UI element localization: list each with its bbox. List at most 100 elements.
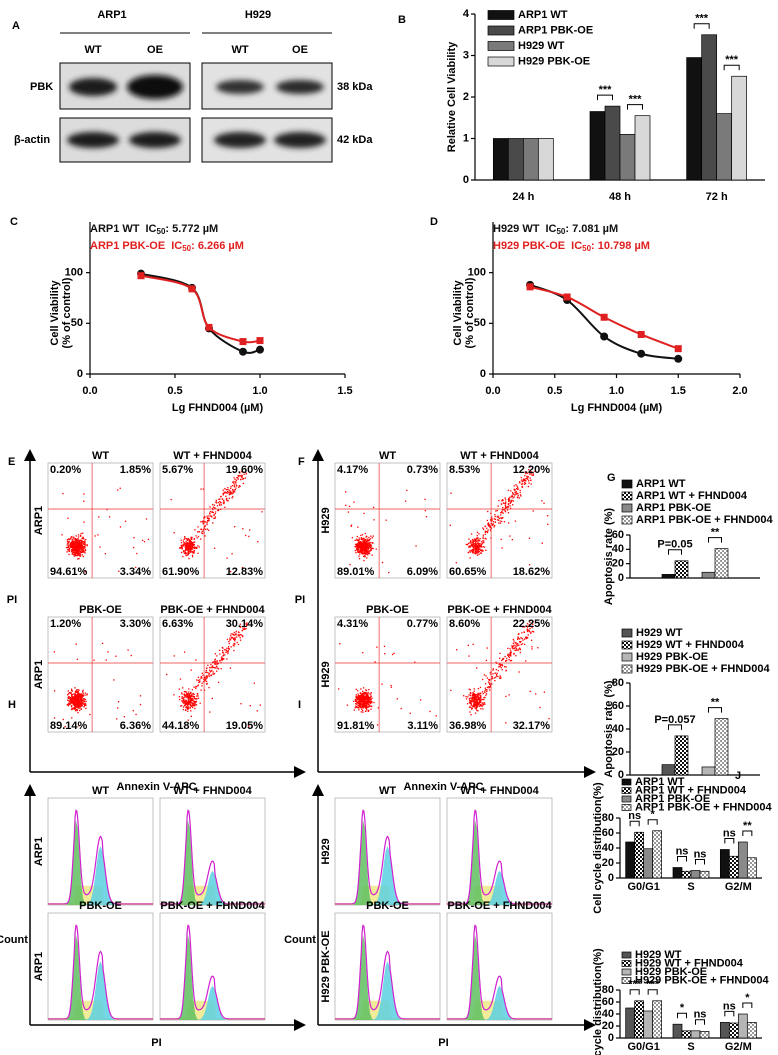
- flow-dot: [73, 545, 75, 547]
- flow-dot: [218, 503, 221, 505]
- flow-dot: [208, 519, 210, 521]
- flow-dot: [469, 702, 471, 705]
- flow-dot: [193, 686, 195, 688]
- flow-dot: [139, 703, 142, 706]
- flow-dot: [220, 504, 222, 506]
- flow-dot: [385, 519, 387, 521]
- flow-dot: [509, 660, 512, 662]
- flow-dot: [360, 542, 362, 544]
- flow-dot: [180, 542, 183, 544]
- flow-dot: [191, 556, 194, 558]
- flow-dot: [78, 548, 81, 550]
- flow-dot: [373, 701, 375, 704]
- flow-dot: [359, 545, 362, 547]
- flow-dot: [73, 708, 76, 710]
- flow-dot: [479, 546, 481, 548]
- flow-dot: [76, 546, 78, 548]
- flow-dot: [81, 694, 83, 696]
- flow-dot: [77, 548, 79, 550]
- flow-dot: [369, 542, 371, 544]
- flow-dot: [77, 700, 79, 702]
- flow-dot: [478, 540, 481, 542]
- flow-dot: [83, 699, 85, 701]
- flow-dot: [361, 699, 364, 702]
- flow-dot: [480, 704, 482, 706]
- condition-title: PBK-OE: [366, 604, 409, 616]
- flow-dot: [513, 653, 515, 655]
- flow-dot: [78, 709, 81, 712]
- flow-dot: [77, 706, 80, 709]
- flow-dot: [195, 704, 198, 706]
- flow-dot: [489, 686, 492, 688]
- flow-dot: [205, 678, 207, 680]
- flow-dot: [357, 693, 359, 695]
- flow-dot: [355, 695, 357, 698]
- flow-dot: [202, 522, 205, 525]
- flow-dot: [185, 691, 187, 693]
- flow-dot: [75, 535, 77, 537]
- flow-dot: [67, 696, 69, 698]
- flow-dot: [194, 529, 196, 531]
- flow-dot: [82, 692, 84, 694]
- flow-dot: [507, 505, 509, 508]
- flow-dot: [530, 479, 532, 482]
- flow-dot: [477, 701, 479, 704]
- flow-dot: [186, 692, 188, 695]
- flow-dot: [501, 663, 503, 666]
- flow-dot: [76, 555, 78, 557]
- quadrant-label: 36.98%: [449, 720, 487, 732]
- flow-dot: [212, 508, 214, 511]
- flow-dot: [249, 529, 251, 531]
- flow-dot: [507, 654, 509, 656]
- flow-dot: [195, 546, 197, 549]
- flow-dot: [337, 688, 340, 690]
- flow-dot: [361, 697, 363, 699]
- flow-dot: [215, 501, 217, 503]
- flow-dot: [498, 666, 500, 668]
- flow-dot: [225, 488, 228, 491]
- legend-swatch: [621, 515, 633, 525]
- flow-dot: [71, 549, 74, 552]
- x-tick-label: G2/M: [725, 881, 752, 893]
- flow-dot: [509, 648, 511, 650]
- flow-dot: [477, 704, 479, 706]
- flow-dot: [478, 693, 480, 696]
- flow-dot: [201, 685, 203, 687]
- flow-dot: [355, 545, 358, 547]
- flow-dot: [86, 544, 88, 546]
- flow-dot: [195, 698, 198, 700]
- flow-dot: [73, 707, 76, 709]
- flow-dot: [530, 639, 533, 641]
- flow-dot: [489, 678, 491, 681]
- flow-dot: [366, 542, 369, 544]
- legend-swatch: [487, 41, 515, 51]
- flow-dot: [531, 474, 533, 476]
- flow-dot: [357, 704, 359, 707]
- bar: [507, 138, 524, 181]
- flow-dot: [219, 504, 221, 506]
- flow-dot: [71, 542, 73, 544]
- sig-bracket: [647, 819, 658, 825]
- legend-label: H929 WT + FHND004: [636, 639, 745, 651]
- flow-dot: [494, 680, 496, 682]
- flow-dot: [212, 666, 214, 669]
- flow-dot: [534, 470, 536, 472]
- flow-dot: [101, 642, 104, 645]
- flow-dot: [81, 695, 83, 698]
- flow-dot: [77, 536, 80, 538]
- flow-dot: [507, 653, 509, 655]
- flow-dot: [188, 548, 190, 550]
- legend-swatch: [487, 56, 515, 67]
- flow-dot: [64, 725, 66, 728]
- flow-dot: [186, 691, 188, 693]
- flow-dot: [356, 697, 358, 700]
- flow-dot: [79, 542, 82, 545]
- flow-dot: [517, 637, 520, 639]
- panel-label: G: [607, 472, 616, 484]
- flow-dot: [490, 527, 493, 529]
- legend-swatch: [621, 960, 632, 967]
- flow-dot: [502, 506, 504, 509]
- flow-dot: [230, 492, 233, 494]
- marker: [239, 338, 247, 346]
- flow-dot: [78, 551, 80, 553]
